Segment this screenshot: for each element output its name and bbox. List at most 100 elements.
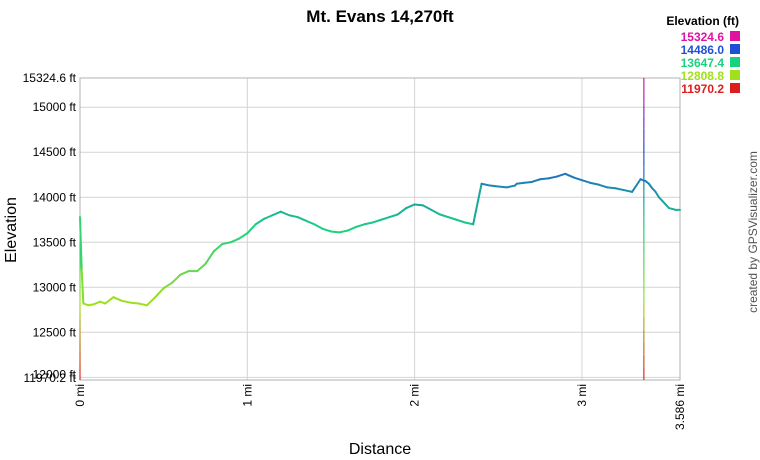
elevation-line-segment [338, 229, 349, 234]
elevation-line-segment [346, 225, 358, 232]
y-axis-title: Elevation [3, 197, 20, 263]
elevation-legend: Elevation (ft) 15324.614486.013647.41280… [666, 14, 740, 96]
x-axis-title: Distance [349, 441, 411, 458]
legend-value: 15324.6 [681, 30, 725, 44]
elevation-line-segment [413, 203, 425, 207]
elevation-line-segment [396, 207, 408, 216]
legend-value: 12808.8 [681, 69, 725, 83]
elevation-line-segment [515, 181, 525, 185]
elevation-line-segment [92, 300, 102, 306]
elevation-line-segment [447, 216, 458, 221]
legend-value: 11970.2 [681, 82, 724, 96]
x-tick-label: 0 mi [73, 384, 87, 407]
elevation-line-segment [614, 187, 625, 192]
elevation-line-segment [196, 262, 207, 273]
elevation-line-segment [237, 232, 249, 240]
elevation-line-segment [564, 172, 575, 179]
elevation-line-segment [388, 213, 399, 219]
elevation-line-segment [79, 216, 83, 271]
y-tick-label: 14500 ft [33, 145, 77, 159]
elevation-line-segment [279, 210, 291, 217]
elevation-line-segment [313, 223, 324, 230]
elevation-line-segment [120, 299, 132, 304]
elevation-line-segment [606, 186, 617, 190]
elevation-line-segment [254, 217, 266, 226]
elevation-line-segment [129, 301, 140, 305]
elevation-line-segment [572, 176, 583, 182]
x-tick-label: 2 mi [408, 384, 422, 407]
elevation-line-segment [539, 177, 550, 181]
elevation-line-segment [505, 184, 517, 189]
elevation-line-segment [221, 241, 232, 246]
marker-lines [79, 78, 645, 380]
elevation-line-segment [463, 221, 475, 226]
elevation-line-segment [472, 182, 483, 226]
elevation-line-segment [405, 203, 416, 210]
elevation-line-segment [162, 281, 174, 290]
elevation-line-segment [422, 204, 433, 211]
legend-swatch [730, 70, 740, 80]
elevation-line-segment [597, 183, 609, 189]
elevation-line-segment [622, 189, 634, 193]
y-tick-label: 11970.2 ft [24, 371, 77, 385]
elevation-line-segment [530, 178, 542, 183]
elevation-line-segment [137, 302, 148, 307]
y-tick-label: 14000 ft [33, 190, 77, 204]
elevation-line-segment [631, 178, 642, 193]
elevation-line-segment [497, 185, 508, 189]
elevation-line-segment [438, 213, 450, 219]
elevation-line-segment [455, 218, 466, 224]
legend-value: 13647.4 [681, 56, 725, 70]
legend-value: 14486.0 [681, 43, 725, 57]
elevation-line-segment [204, 250, 215, 265]
elevation-line-segment [304, 219, 316, 226]
elevation-line-segment [288, 214, 299, 219]
elevation-line-segment [263, 214, 274, 220]
elevation-line-segment [154, 287, 165, 299]
y-tick-label: 13000 ft [33, 280, 77, 294]
legend-swatch [730, 31, 740, 41]
legend-swatch [730, 57, 740, 67]
elevation-line-segment [480, 182, 491, 187]
elevation-line-segment [363, 221, 374, 226]
elevation-line-segment [355, 223, 366, 228]
elevation-line-segment [229, 237, 240, 244]
elevation-line-segment [555, 172, 567, 178]
plot-border [79, 77, 681, 381]
elevation-line-segment [329, 230, 341, 234]
chart-title: Mt. Evans 14,270ft [306, 7, 454, 26]
elevation-line-segment [430, 208, 441, 216]
elevation-line-segment [580, 179, 592, 184]
legend-swatch [730, 44, 740, 54]
legend-swatch [730, 83, 740, 93]
elevation-line-segment [654, 190, 660, 199]
elevation-line-segment [171, 273, 182, 284]
legend-title: Elevation (ft) [666, 14, 739, 28]
x-tick-label: 3 mi [575, 384, 589, 407]
elevation-line-segment [246, 223, 257, 235]
x-tick-label: 1 mi [240, 384, 254, 407]
elevation-line-segment [145, 296, 157, 307]
elevation-line-segment [179, 270, 190, 276]
plot-grid [79, 77, 681, 381]
elevation-line-segment [371, 218, 383, 224]
y-tick-label: 15000 ft [33, 100, 77, 114]
elevation-line-segment [380, 216, 391, 221]
y-tick-label: 12000 ft [33, 367, 77, 381]
elevation-line-segment [488, 184, 500, 188]
elevation-line-segment [112, 296, 123, 302]
elevation-line-segment [522, 180, 533, 184]
elevation-series [79, 172, 681, 307]
elevation-line-segment [296, 216, 307, 222]
x-tick-label: 3.586 mi [673, 384, 687, 430]
elevation-line-segment [271, 210, 282, 217]
y-tick-label: 13500 ft [33, 235, 77, 249]
y-tick-label: 15324.6 ft [23, 71, 77, 85]
y-tick-label: 12500 ft [33, 325, 77, 339]
elevation-line-segment [80, 268, 85, 305]
elevation-line-segment [589, 181, 600, 186]
elevation-line-segment [321, 227, 332, 233]
x-tick-labels: 0 mi 1 mi 2 mi 3 mi 3.586 mi [73, 384, 687, 430]
elevation-line-segment [104, 296, 115, 305]
